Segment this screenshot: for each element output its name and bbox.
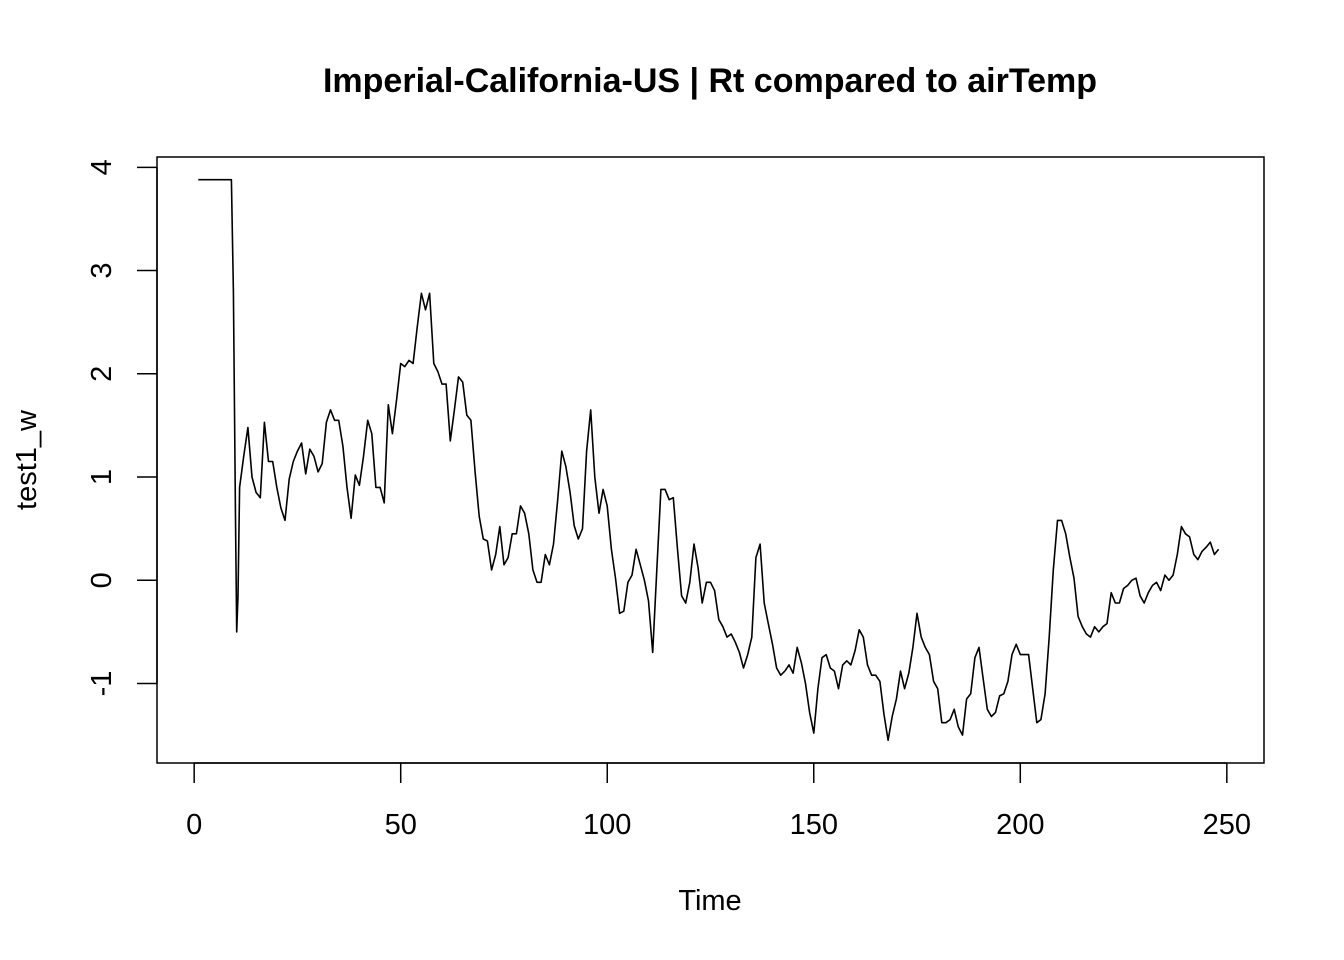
y-tick-label: 0 <box>86 572 118 588</box>
series-line <box>198 178 1220 742</box>
x-axis-label: Time <box>678 885 741 917</box>
y-tick-label: 2 <box>86 366 118 382</box>
x-tick-label: 150 <box>790 809 838 841</box>
y-axis-label: test1_w <box>11 409 43 510</box>
y-tick-label: 1 <box>86 469 118 485</box>
x-axis: 0 50 100 150 200 250 <box>186 762 1251 841</box>
x-tick-label: 200 <box>996 809 1044 841</box>
x-tick-label: 250 <box>1203 809 1251 841</box>
y-tick-label: -1 <box>86 671 118 697</box>
x-tick-label: 100 <box>583 809 631 841</box>
chart-title: Imperial-California-US | Rt compared to … <box>323 62 1097 100</box>
y-tick-label: 4 <box>86 159 118 175</box>
y-axis: -1 0 1 2 3 4 <box>86 159 158 697</box>
x-tick-label: 50 <box>385 809 417 841</box>
y-tick-label: 3 <box>86 262 118 278</box>
x-tick-label: 0 <box>186 809 202 841</box>
